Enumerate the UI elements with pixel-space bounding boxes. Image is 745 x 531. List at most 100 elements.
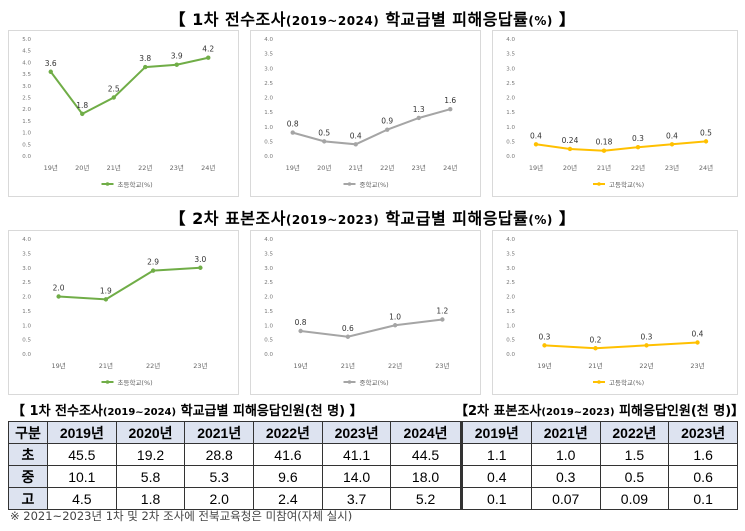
x-tick-label: 24년 [699, 163, 713, 172]
y-tick-label: 1.0 [264, 323, 273, 329]
data-point [392, 323, 398, 328]
legend-marker [105, 380, 110, 384]
y-tick-label: 2.5 [22, 96, 31, 102]
x-tick-label: 22년 [388, 361, 402, 370]
y-tick-label: 2.0 [264, 96, 273, 102]
data-point [542, 343, 547, 348]
y-tick-label: 0.0 [506, 154, 515, 160]
legend-label: 중학교(%) [360, 180, 389, 189]
y-tick-label: 2.5 [264, 280, 273, 286]
y-tick-label: 3.0 [264, 266, 273, 272]
data-label: 0.5 [700, 128, 712, 137]
series-line [49, 56, 209, 116]
x-tick-label: 23년 [193, 361, 207, 370]
y-tick-label: 1.0 [22, 131, 31, 137]
y-tick-label: 0.0 [264, 352, 273, 358]
data-point [111, 95, 116, 100]
x-tick-label: 22년 [639, 361, 653, 370]
table-cell: 10.1 [47, 465, 117, 488]
data-label: 0.3 [632, 134, 644, 143]
legend-label: 고등학교(%) [609, 180, 644, 189]
y-tick-label: 1.5 [22, 309, 31, 315]
y-tick-label: 2.0 [506, 295, 515, 301]
table-cell: 0.09 [599, 487, 670, 510]
legend-marker [347, 380, 352, 384]
table-cell: 28.8 [184, 443, 255, 466]
data-point [533, 142, 539, 147]
legend-label: 초등학교(%) [118, 378, 153, 387]
x-tick-label: 20년 [75, 163, 89, 172]
table-cell: 5.3 [184, 465, 255, 488]
table-header-left: 【 1차 전수조사(2019~2024) 학교급별 피해응답인원(천 명) 】 [12, 400, 363, 419]
table-header-right-rest: 피해응답인원(천 명)】 [614, 404, 745, 419]
x-tick-label: 24년 [201, 163, 215, 172]
y-tick-label: 0.0 [506, 352, 515, 358]
x-tick-label: 22년 [380, 163, 394, 172]
x-tick-label: 19년 [286, 163, 300, 172]
x-tick-label: 20년 [563, 163, 577, 172]
data-label: 0.4 [666, 131, 678, 140]
table-cell: 45.5 [47, 443, 117, 466]
data-point [174, 62, 179, 67]
y-tick-label: 1.5 [506, 110, 515, 116]
title-rest: 학교급별 피해응답률 [379, 209, 529, 228]
table-header-row: 구분 2019년 2020년 2021년 2022년 2023년 2024년 2… [8, 421, 738, 444]
data-point [322, 139, 327, 144]
table-header-right-open: 【2차 표본조사 [455, 404, 542, 419]
legend-marker [105, 182, 110, 186]
y-tick-label: 0.5 [264, 338, 273, 344]
y-tick-label: 4.0 [264, 237, 273, 243]
y-tick-label: 2.5 [506, 81, 515, 87]
series-line [58, 266, 201, 301]
x-tick-label: 22년 [138, 163, 152, 172]
y-tick-label: 3.0 [506, 66, 515, 72]
data-point [56, 294, 61, 299]
table-cell: 0.07 [530, 487, 601, 510]
table-header-right-range: (2019~2023) [541, 407, 615, 418]
title-unit: (%) [528, 14, 553, 28]
data-point [601, 148, 607, 153]
table-cell: 0.5 [599, 465, 670, 488]
data-label: 3.6 [45, 59, 57, 68]
chart-high-1: 0.0 0.5 1.0 1.5 2.0 2.5 3.0 3.5 4.0 19년 20년 21년 22년 2… [492, 30, 738, 197]
y-tick-label: 2.0 [506, 96, 515, 102]
chart-elementary-2: 0.0 0.5 1.0 1.5 2.0 2.5 3.0 3.5 4.0 19년 21년 22년 23년 2… [8, 230, 239, 395]
table-header-left-open: 【 1차 전수조사 [12, 404, 103, 419]
data-point [103, 297, 109, 302]
y-tick-label: 4.0 [506, 237, 515, 243]
data-point [695, 340, 700, 345]
data-label: 3.9 [171, 52, 183, 61]
data-point [206, 55, 211, 60]
data-label: 3.8 [139, 54, 151, 63]
table-cell: 41.6 [253, 443, 323, 466]
data-point [448, 107, 453, 112]
y-tick-label: 0.5 [506, 338, 515, 344]
legend-marker [597, 182, 601, 186]
data-label: 1.9 [100, 286, 112, 295]
y-tick-label: 3.5 [264, 52, 273, 58]
data-label: 4.2 [202, 45, 214, 54]
data-label: 0.2 [590, 335, 602, 344]
y-tick-label: 0.5 [264, 139, 273, 145]
y-tick-label: 2.0 [22, 107, 31, 113]
x-tick-label: 20년 [317, 163, 331, 172]
table-row: 초 45.5 19.2 28.8 41.6 41.1 44.5 1.1 1.0 … [8, 443, 738, 466]
x-tick-label: 23년 [690, 361, 704, 370]
y-tick-label: 2.5 [506, 280, 515, 286]
data-point [290, 130, 295, 135]
data-point [143, 64, 148, 70]
footnote: ※ 2021~2023년 1차 및 2차 조사에 전북교육청은 미참여(자체 실… [10, 509, 353, 523]
data-point [416, 115, 421, 121]
legend-label: 중학교(%) [360, 378, 389, 387]
y-tick-label: 4.0 [22, 237, 31, 243]
y-tick-label: 4.5 [22, 49, 31, 55]
data-label: 0.6 [342, 324, 354, 333]
row-label: 고 [8, 487, 48, 510]
table-cell: 1.0 [530, 443, 601, 466]
data-point [593, 346, 598, 351]
table-cell: 5.2 [390, 487, 462, 510]
y-tick-label: 1.5 [264, 309, 273, 315]
y-tick-label: 4.0 [264, 37, 273, 43]
data-label: 0.4 [350, 131, 362, 140]
data-label: 0.8 [295, 318, 307, 327]
